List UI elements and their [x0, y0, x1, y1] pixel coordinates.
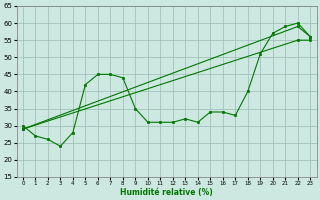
X-axis label: Humidité relative (%): Humidité relative (%) [120, 188, 213, 197]
